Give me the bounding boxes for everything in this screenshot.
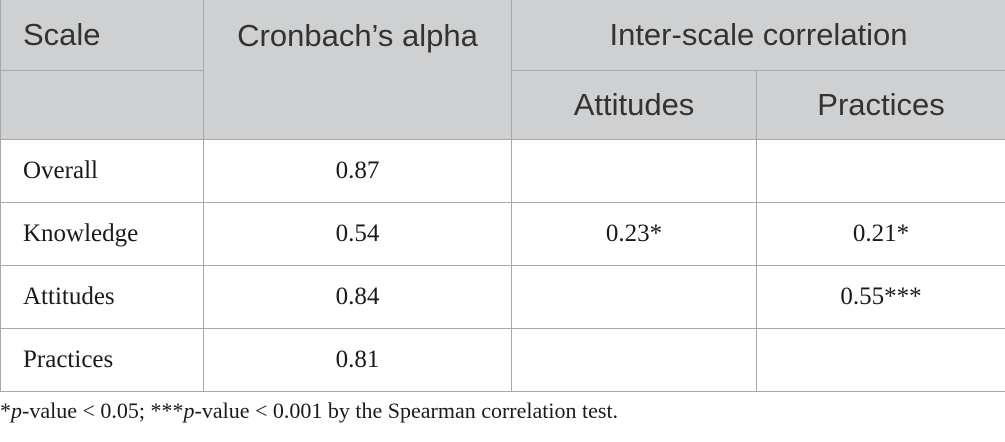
cell-practices: 0.55*** (755, 264, 1005, 328)
cell-attitudes (511, 327, 757, 392)
cell-practices: 0.21* (755, 201, 1005, 265)
cell-attitudes: 0.23* (511, 201, 757, 265)
cell-alpha: 0.54 (203, 201, 512, 265)
header-inter-scale-correlation: Inter-scale correlation (510, 0, 1005, 71)
footnote-p: p (11, 398, 22, 423)
cell-practices (755, 138, 1005, 202)
cell-alpha: 0.81 (203, 327, 512, 392)
header-scale: Scale (0, 0, 204, 70)
table-row: Knowledge 0.54 0.23* 0.21* (0, 201, 1005, 265)
header-cronbach-alpha: Cronbach’s alpha (203, 0, 512, 139)
cell-attitudes (511, 138, 757, 202)
cell-attitudes (511, 264, 757, 328)
cell-scale: Attitudes (0, 264, 204, 328)
header-practices: Practices (755, 70, 1005, 139)
cell-practices (755, 327, 1005, 392)
table-row: Attitudes 0.84 0.55*** (0, 264, 1005, 328)
footnote-text-2: -value < 0.001 by the Spearman correlati… (194, 398, 619, 423)
cell-scale: Knowledge (0, 201, 204, 265)
table-row: Overall 0.87 (0, 138, 1005, 202)
footnote-p: p (183, 398, 195, 423)
table-row: Practices 0.81 (0, 327, 1005, 392)
cell-scale: Practices (0, 327, 204, 392)
cell-alpha: 0.87 (203, 138, 512, 202)
footnote-text-1: -value < 0.05; *** (22, 398, 184, 423)
header-attitudes: Attitudes (511, 70, 757, 139)
header-empty (0, 69, 204, 139)
table-footnote: *p-value < 0.05; ***p-value < 0.001 by t… (0, 398, 618, 424)
cell-alpha: 0.84 (203, 264, 512, 328)
footnote-star: * (0, 398, 11, 423)
reliability-table: Scale Cronbach’s alpha Inter-scale corre… (0, 0, 1005, 392)
cell-scale: Overall (0, 138, 204, 202)
